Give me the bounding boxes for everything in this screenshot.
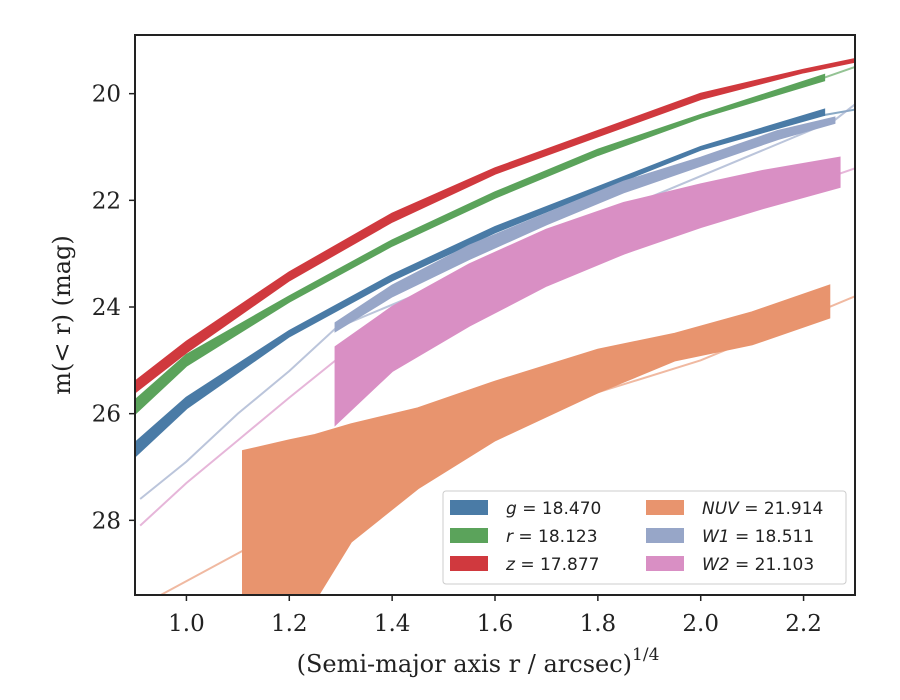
series-z-band [135, 57, 855, 394]
legend-box [442, 490, 847, 585]
x-axis-label-exponent: 1/4 [632, 645, 659, 665]
x-tick-label: 1.8 [580, 611, 617, 637]
series-nuv-band [242, 284, 831, 595]
y-tick-label: 28 [92, 508, 121, 534]
x-tick-label: 1.6 [477, 611, 514, 637]
series-r-model-line [823, 66, 855, 79]
y-tick-label: 26 [92, 402, 121, 428]
series-w1-band [334, 116, 836, 333]
legend-swatch-w2 [646, 556, 684, 571]
y-axis-label: m(< r) (mag) [48, 235, 76, 394]
legend-label-g: g = 18.470 [506, 499, 601, 519]
y-axis: 20 22 24 26 28 [92, 82, 135, 534]
x-axis-label: (Semi-major axis r / arcsec)1/4 [297, 645, 660, 678]
legend-label-w1: W1 = 18.511 [702, 527, 814, 547]
legend-swatch-g [450, 500, 488, 515]
legend-label-nuv: NUV = 21.914 [702, 499, 823, 519]
legend-label-r: r = 18.123 [506, 527, 598, 547]
x-tick-label: 2.2 [785, 611, 822, 637]
legend-swatch-w1 [646, 528, 684, 543]
y-tick-label: 20 [92, 82, 121, 108]
legend-label-z: z = 17.877 [505, 555, 599, 575]
series-g-band [135, 108, 826, 458]
y-tick-label: 24 [92, 295, 121, 321]
x-tick-label: 1.0 [168, 611, 205, 637]
legend-swatch-nuv [646, 500, 684, 515]
x-axis: 1.0 1.2 1.4 1.6 1.8 2.0 2.2 [168, 595, 822, 637]
legend-swatch-z [450, 556, 488, 571]
series-g-model-line [823, 108, 855, 116]
series-w2-band [334, 156, 841, 427]
x-tick-label: 1.2 [271, 611, 308, 637]
legend-label-w2: W2 = 21.103 [702, 555, 814, 575]
x-tick-label: 1.4 [374, 611, 411, 637]
x-tick-label: 2.0 [682, 611, 719, 637]
legend: g = 18.470 r = 18.123 z = 17.877 NUV = 21.9… [442, 490, 847, 585]
series-layer [135, 57, 855, 595]
series-r-band [135, 73, 826, 416]
legend-swatch-r [450, 528, 488, 543]
y-tick-label: 22 [92, 188, 121, 214]
